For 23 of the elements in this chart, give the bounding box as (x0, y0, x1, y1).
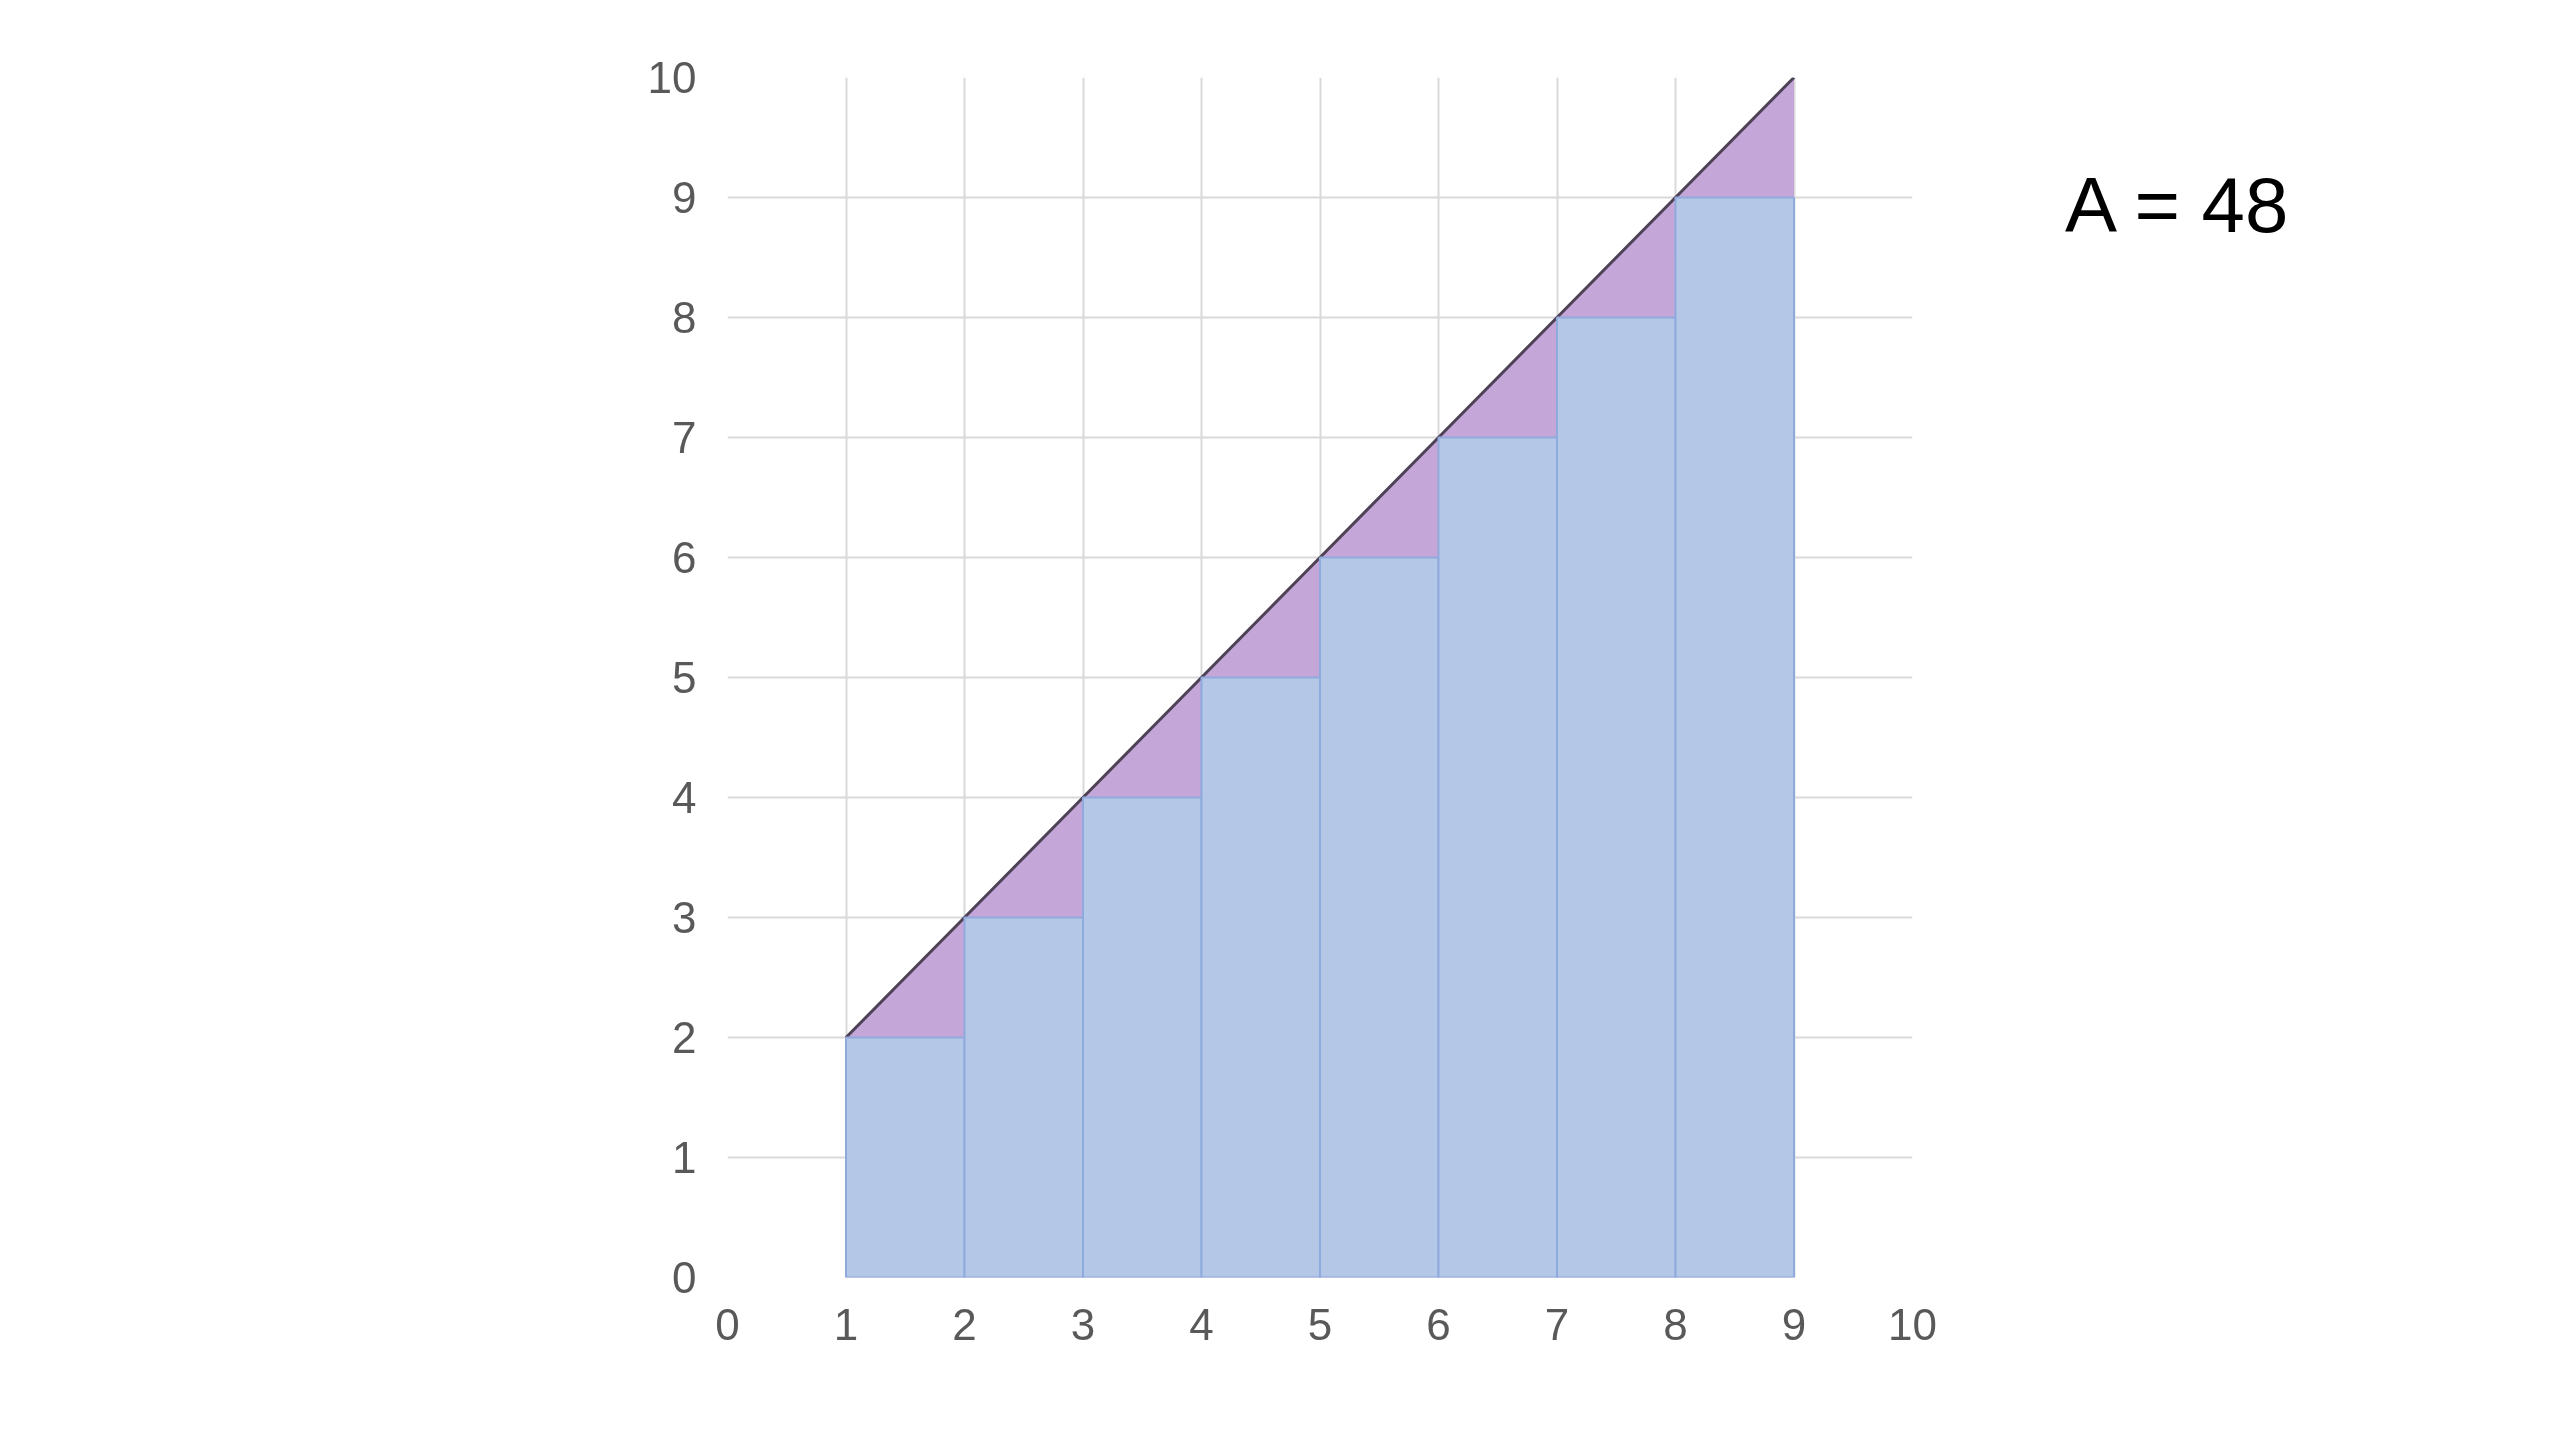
x-tick-label: 4 (1189, 1299, 1214, 1349)
x-tick-label: 6 (1426, 1299, 1451, 1349)
y-tick-label: 2 (672, 1013, 697, 1062)
y-tick-label: 9 (672, 173, 697, 222)
x-tick-label: 3 (1070, 1299, 1096, 1349)
x-tick-label: 2 (952, 1299, 977, 1349)
y-tick-label: 5 (672, 653, 697, 702)
x-tick-label: 1 (833, 1299, 859, 1349)
y-tick-label: 4 (672, 773, 697, 822)
x-tick-label: 8 (1663, 1299, 1688, 1349)
x-tick-label: 5 (1307, 1299, 1333, 1349)
y-tick-label: 7 (672, 413, 697, 462)
x-tick-label: 9 (1781, 1299, 1807, 1349)
x-tick-label: 0 (715, 1299, 740, 1349)
y-tick-label: 0 (672, 1253, 697, 1302)
y-tick-label: 6 (672, 533, 697, 582)
y-tick-label: 3 (672, 893, 697, 942)
x-tick-label: 10 (1888, 1299, 1937, 1349)
y-tick-label: 1 (672, 1133, 697, 1182)
y-tick-label: 10 (647, 53, 697, 102)
text: A = 48 (2065, 160, 2289, 251)
y-tick-label: 8 (672, 293, 697, 342)
x-tick-label: 7 (1544, 1299, 1570, 1349)
